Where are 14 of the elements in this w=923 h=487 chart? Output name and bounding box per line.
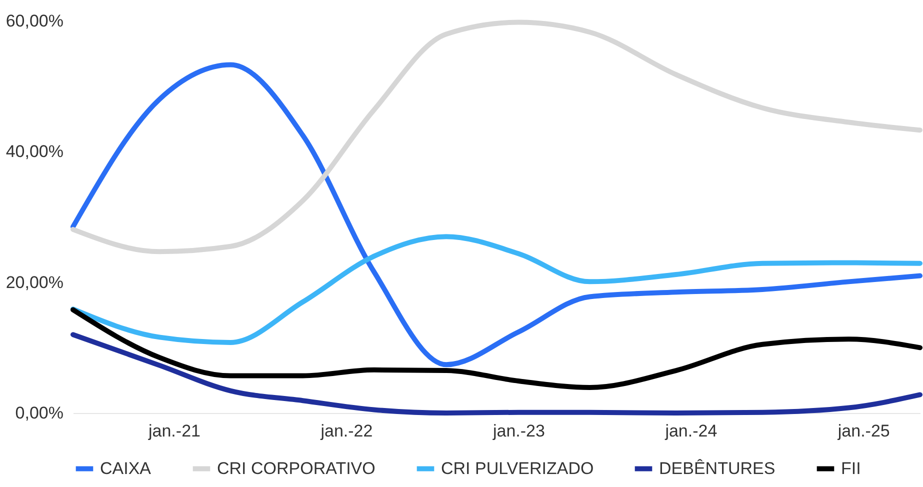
x-tick-label: jan.-22 bbox=[320, 422, 373, 440]
legend-label: CRI PULVERIZADO bbox=[441, 458, 594, 478]
legend-label: CRI CORPORATIVO bbox=[217, 458, 376, 478]
y-tick-label: 20,00% bbox=[6, 272, 64, 292]
legend-label: CAIXA bbox=[100, 458, 152, 478]
y-tick-label: 40,00% bbox=[6, 142, 64, 162]
x-tick-label: jan.-23 bbox=[492, 422, 545, 440]
y-tick-label: 60,00% bbox=[6, 12, 64, 30]
legend-label: FII bbox=[841, 458, 861, 478]
legend-label: DEBÊNTURES bbox=[659, 458, 776, 478]
x-tick-label: jan.-24 bbox=[664, 422, 718, 440]
x-tick-label: jan.-25 bbox=[836, 422, 890, 440]
y-tick-label: 0,00% bbox=[15, 404, 64, 422]
x-tick-label: jan.-21 bbox=[147, 422, 200, 440]
